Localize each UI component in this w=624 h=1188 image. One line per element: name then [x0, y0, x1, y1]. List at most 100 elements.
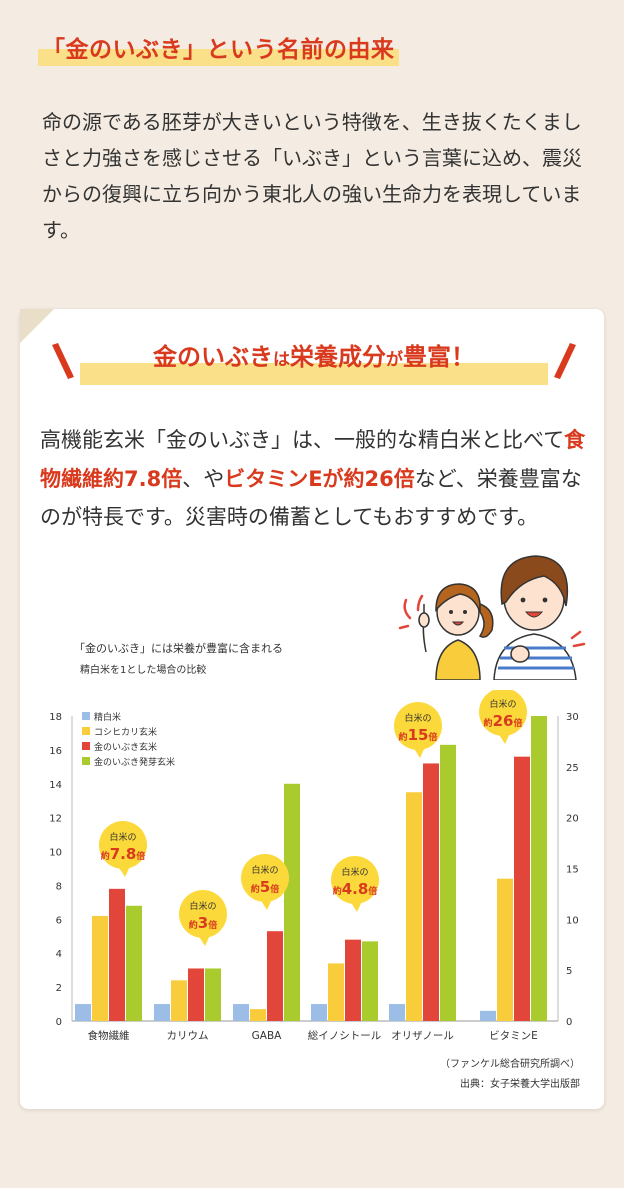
bar	[514, 756, 530, 1021]
vitamin-e-highlight: ビタミンEが約26倍	[224, 466, 415, 491]
y-tick-left: 0	[56, 1017, 62, 1028]
bubble-value: 約3倍	[189, 914, 217, 932]
bubble-value: 約15倍	[399, 726, 438, 744]
bubble-line1: 白米の	[251, 864, 278, 876]
nutrition-banner: 金のいぶきは栄養成分が豊富！	[44, 337, 584, 385]
legend-swatch	[82, 757, 90, 765]
fiber-highlight: 食物繊維約7.8倍	[40, 428, 586, 491]
bar	[250, 1009, 266, 1021]
left-slash-icon	[52, 343, 74, 379]
banner-part-3: 栄養成分	[290, 343, 386, 371]
y-tick-left: 14	[49, 780, 62, 791]
y-tick-right: 30	[566, 712, 579, 723]
y-tick-right: 5	[566, 966, 572, 977]
bubble-line1: 白米の	[341, 866, 368, 878]
y-tick-left: 12	[49, 814, 62, 825]
legend-label: 金のいぶき玄米	[94, 741, 157, 753]
x-tick-label: GABA	[252, 1030, 283, 1040]
bar	[480, 1010, 496, 1021]
bar	[233, 1004, 249, 1021]
bubble-line1: 白米の	[489, 698, 516, 710]
bar	[154, 1004, 170, 1021]
bubble-line1: 白米の	[189, 900, 216, 912]
banner-highlight	[80, 363, 548, 385]
y-tick-left: 18	[49, 712, 62, 723]
body-text-1: 高機能玄米「金のいぶき」は、一般的な精白米と比べて	[40, 428, 565, 452]
x-tick-label: オリザノール	[391, 1030, 454, 1040]
y-tick-left: 4	[56, 949, 62, 960]
bar	[497, 878, 513, 1021]
research-credit: （ファンケル総合研究所調べ）	[440, 1059, 580, 1070]
body-text-3: など、栄養豊富なのが特長です。災害時の備蓄としてもおすすめです。	[40, 466, 582, 530]
bubble-value: 約26倍	[484, 712, 523, 730]
nutrition-bar-chart: 0 2 4 6 8 10 12 14 16 18 0 5 10 15 20 25 30 食物繊維 カリウム GABA 総…	[49, 690, 579, 1040]
banner-part-5: 豊富！	[403, 343, 475, 371]
y-tick-left: 16	[49, 746, 62, 757]
bar	[126, 905, 142, 1021]
source-credit: 出典：女子栄養大学出版部	[460, 1079, 580, 1090]
bar	[423, 763, 439, 1021]
bar	[109, 888, 125, 1021]
legend-label: 金のいぶき発芽玄米	[94, 756, 175, 768]
chart-subtitle: 精白米を1とした場合の比較	[80, 665, 207, 676]
banner-title: 金のいぶきは栄養成分が豊富！	[44, 337, 584, 372]
y-tick-right: 0	[566, 1017, 572, 1028]
bar	[284, 783, 300, 1021]
intro-paragraph: 命の源である胚芽が大きいという特徴を、生き抜くたくましさと力強さを感じさせる「い…	[42, 110, 582, 242]
bar	[92, 915, 108, 1021]
legend-label: 精白米	[94, 711, 121, 723]
y-tick-right: 25	[566, 763, 579, 774]
nutrition-paragraph: 高機能玄米「金のいぶき」は、一般的な精白米と比べて食物繊維約7.8倍、やビタミン…	[40, 421, 590, 537]
bubble-line1: 白米の	[404, 712, 431, 724]
y-tick-left: 8	[56, 881, 62, 892]
x-tick-label: カリウム	[167, 1030, 209, 1040]
section-heading: 「金のいぶき」という名前の由来	[38, 28, 399, 66]
legend-swatch	[82, 727, 90, 735]
bar	[75, 1004, 91, 1021]
section-heading-wrap: 「金のいぶき」という名前の由来	[38, 28, 399, 66]
banner-part-4: が	[386, 350, 403, 370]
legend-label: コシヒカリ玄米	[94, 726, 157, 738]
bar	[171, 980, 187, 1021]
bar	[205, 968, 221, 1021]
y-tick-right: 20	[566, 814, 579, 825]
x-tick-label: ビタミンE	[489, 1030, 538, 1040]
y-tick-right: 10	[566, 915, 579, 926]
bubble-tail	[413, 745, 426, 758]
mother-daughter-illustration	[398, 555, 586, 680]
bar	[188, 968, 204, 1021]
bubble-value: 約4.8倍	[333, 880, 378, 898]
y-tick-left: 6	[56, 915, 62, 926]
legend-swatch	[82, 712, 90, 720]
bar	[362, 941, 378, 1021]
multiplier-bubble	[479, 690, 527, 736]
right-slash-icon	[554, 343, 576, 379]
bubble-tail	[118, 864, 131, 877]
x-tick-label: 総イノシトール	[308, 1029, 382, 1040]
bar	[406, 792, 422, 1021]
multiplier-bubble	[394, 702, 442, 750]
bubble-tail	[260, 897, 273, 910]
bar	[440, 744, 456, 1021]
bar	[389, 1004, 405, 1021]
banner-part-2: は	[273, 350, 290, 370]
y-tick-left: 10	[49, 848, 62, 859]
multiplier-bubble	[241, 854, 289, 902]
body-text-2: 、や	[182, 466, 225, 491]
bar	[345, 939, 361, 1021]
bubble-line1: 白米の	[109, 831, 136, 843]
bubble-value: 約7.8倍	[101, 845, 146, 863]
bar	[531, 716, 547, 1021]
bar	[311, 1004, 327, 1021]
multiplier-bubble	[179, 890, 227, 938]
bubble-tail	[198, 933, 211, 946]
multiplier-bubble	[331, 856, 379, 904]
bar	[267, 931, 283, 1021]
legend-swatch	[82, 742, 90, 750]
y-tick-left: 2	[56, 983, 62, 994]
bubble-tail	[350, 899, 363, 912]
chart-title: 「金のいぶき」には栄養が豊富に含まれる	[74, 642, 283, 655]
bubble-value: 約5倍	[251, 878, 279, 896]
x-tick-label: 食物繊維	[88, 1029, 130, 1040]
